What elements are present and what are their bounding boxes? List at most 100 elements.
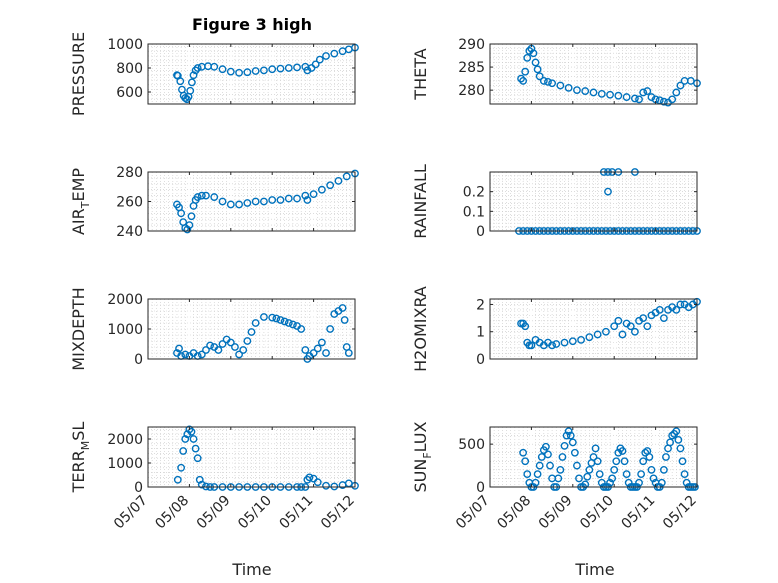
data-point	[284, 319, 293, 327]
y-tick-label: 240	[116, 224, 143, 240]
panel-terr-msl: 0 1000 2000 05/07 05/08 05/09 05/10 05/11 05/12 T…	[69, 422, 359, 533]
data-point	[643, 322, 652, 331]
data-point	[202, 346, 210, 354]
y-tick-label: 2000	[107, 292, 143, 308]
y-tick-label: 0.2	[463, 185, 485, 201]
data-point	[330, 49, 339, 58]
data-point	[548, 79, 556, 88]
data-point	[589, 88, 598, 97]
data-point	[521, 457, 530, 466]
data-point	[523, 470, 532, 479]
data-point	[218, 197, 227, 206]
data-point	[589, 453, 598, 461]
y-tick-label: 1000	[107, 322, 143, 338]
data-point	[243, 68, 252, 77]
data-point	[676, 81, 685, 90]
data-point	[682, 478, 691, 487]
data-point	[204, 62, 212, 71]
data-point	[614, 316, 623, 325]
data-point	[560, 338, 569, 347]
data-point	[659, 314, 668, 322]
data-point	[284, 194, 293, 203]
data-point	[604, 187, 612, 196]
data-point	[560, 441, 569, 450]
data-point	[193, 64, 202, 72]
data-point	[535, 461, 544, 470]
data-point	[322, 52, 330, 60]
x-tick-label: 05/11	[619, 493, 659, 533]
x-tick-label: 05/10	[577, 493, 617, 533]
data-point	[226, 200, 235, 209]
data-point	[676, 300, 685, 309]
y-tick-label: 0	[476, 352, 485, 368]
x-tick-label: 05/10	[235, 493, 275, 533]
panel-pressure: 600 800 1000 PRESSURE	[69, 32, 359, 116]
data-point	[575, 474, 583, 483]
y-axis-label: THETA	[411, 48, 430, 100]
y-axis-label: SUNFLUX	[411, 421, 434, 492]
data-point	[280, 317, 289, 326]
data-point	[657, 478, 666, 487]
panel-sun-flux: 0 500 05/07 05/08 05/09 05/10 05/11 05/12 SUNFLU…	[411, 421, 700, 532]
data-point	[521, 322, 530, 331]
data-point	[626, 322, 635, 331]
data-point	[602, 327, 610, 336]
data-point	[529, 49, 538, 58]
data-point	[620, 457, 629, 466]
data-point	[546, 461, 554, 470]
data-point	[183, 225, 192, 234]
data-point	[313, 344, 322, 353]
x-tick-label: 05/07	[453, 493, 493, 533]
data-point	[235, 68, 243, 77]
data-point	[309, 474, 318, 483]
data-point	[276, 196, 285, 204]
y-axis-label: TERRMSL	[69, 422, 92, 494]
panel-h2omixra: 0 1 2 H2OMIXRA	[411, 286, 701, 372]
data-point	[568, 438, 577, 447]
axes-frame	[489, 426, 698, 488]
x-tick-label: 05/11	[277, 493, 317, 533]
data-point	[527, 341, 536, 350]
data-point	[293, 194, 301, 203]
x-tick-label: 05/12	[660, 493, 700, 533]
data-point	[608, 474, 617, 483]
data-point	[235, 200, 243, 209]
data-point	[672, 427, 681, 436]
data-point	[531, 478, 540, 487]
y-tick-label: 600	[116, 85, 143, 101]
data-point	[202, 191, 210, 200]
x-axis-label-left: Time	[231, 560, 271, 579]
data-point	[226, 67, 235, 76]
data-point	[541, 442, 550, 451]
data-point	[301, 346, 310, 354]
data-point	[309, 190, 318, 199]
data-point	[177, 463, 186, 472]
data-point	[313, 478, 322, 487]
y-tick-label: 290	[458, 37, 485, 53]
data-point	[635, 478, 643, 487]
data-point	[564, 83, 573, 92]
data-point	[251, 197, 260, 206]
data-point	[288, 320, 297, 329]
data-point	[181, 350, 190, 359]
y-tick-label: 280	[458, 83, 485, 99]
figure-title: Figure 3 high	[192, 15, 312, 34]
data-point	[672, 88, 681, 97]
data-point	[573, 86, 581, 95]
y-axis-label: MIXDEPTH	[69, 287, 88, 370]
data-point	[334, 176, 343, 185]
data-point	[606, 478, 614, 487]
x-axis-label-right: Time	[574, 560, 614, 579]
data-point	[537, 453, 546, 461]
data-point	[647, 93, 656, 101]
y-tick-label: 1000	[107, 456, 143, 472]
data-point	[635, 95, 643, 104]
y-axis-label: H2OMIXRA	[411, 286, 430, 372]
data-point	[344, 349, 353, 357]
data-point	[577, 336, 585, 344]
data-point	[243, 337, 252, 345]
data-point	[643, 87, 652, 95]
panel-theta: 280 285 290 THETA	[411, 37, 701, 107]
